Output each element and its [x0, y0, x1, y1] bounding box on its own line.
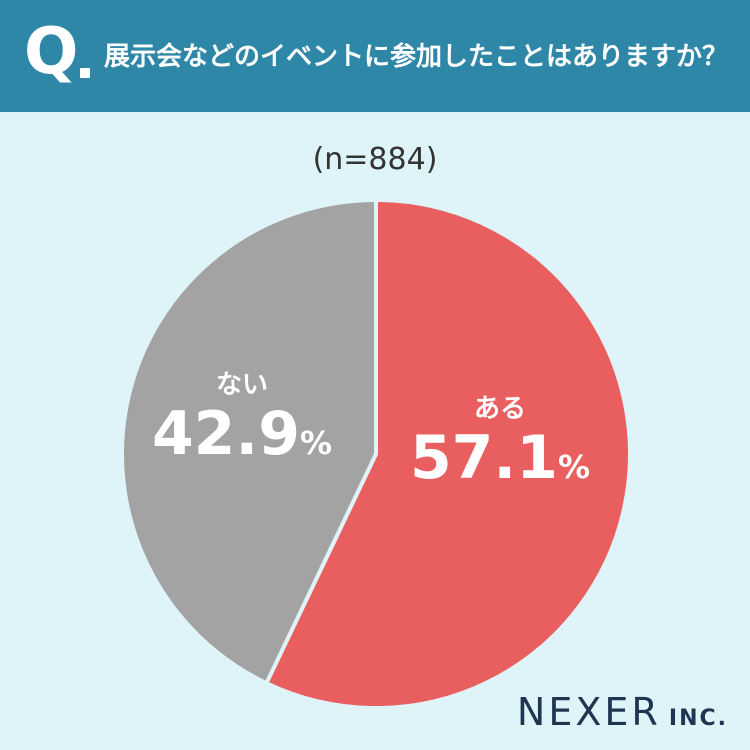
slice-value-nai: 42.9: [151, 399, 300, 469]
question-header: Q 展示会などのイベントに参加したことはありますか？: [0, 0, 750, 112]
slice-unit-nai: %: [299, 424, 333, 462]
sample-size-label: (n=884): [312, 142, 438, 177]
slice-label-nai: ない 42.9%: [142, 364, 342, 467]
slice-value-aru: 57.1: [409, 423, 558, 493]
q-mark: Q: [24, 15, 79, 89]
nexer-logo: NEXER INC.: [517, 690, 728, 734]
question-text: 展示会などのイベントに参加したことはありますか？: [104, 42, 729, 72]
pie-slice-0: [264, 198, 632, 710]
q-dot: [80, 68, 90, 78]
logo-main-text: NEXER: [516, 690, 661, 734]
slice-name-aru: ある: [473, 394, 526, 424]
logo-sub-text: INC.: [668, 706, 728, 731]
slice-label-aru: ある 57.1%: [400, 388, 600, 491]
pie-slice-1: [120, 198, 378, 686]
slice-unit-aru: %: [557, 448, 591, 486]
slice-name-nai: ない: [215, 370, 268, 400]
